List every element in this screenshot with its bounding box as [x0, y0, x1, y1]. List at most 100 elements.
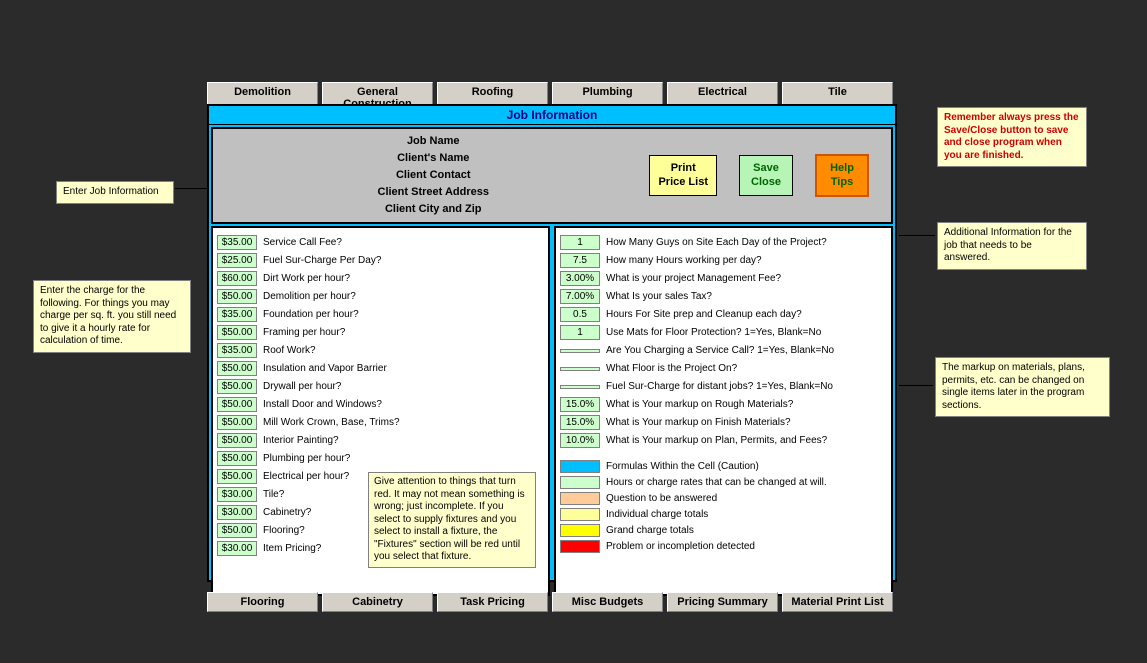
job-field-label: Job Name — [217, 133, 649, 150]
rate-row: $50.00 Install Door and Windows? — [217, 396, 544, 413]
legend-swatch — [560, 460, 600, 473]
question-value[interactable]: 7.5 — [560, 253, 600, 268]
question-label: What Is your sales Tax? — [606, 291, 712, 302]
rates-column: $35.00 Service Call Fee? $25.00 Fuel Sur-Ch… — [211, 226, 550, 596]
rate-value[interactable]: $50.00 — [217, 469, 257, 484]
rate-value[interactable]: $35.00 — [217, 235, 257, 250]
question-row: 1 Use Mats for Floor Protection? 1=Yes, B… — [560, 324, 887, 341]
rate-value[interactable]: $50.00 — [217, 397, 257, 412]
question-label: How many Hours working per day? — [606, 255, 762, 266]
rate-row: $25.00 Fuel Sur-Charge Per Day? — [217, 252, 544, 269]
rate-row: $35.00 Foundation per hour? — [217, 306, 544, 323]
question-label: What is your project Management Fee? — [606, 273, 781, 284]
rate-value[interactable]: $50.00 — [217, 361, 257, 376]
question-value[interactable]: 1 — [560, 325, 600, 340]
rate-value[interactable]: $30.00 — [217, 505, 257, 520]
question-value[interactable]: 10.0% — [560, 433, 600, 448]
legend-row: Problem or incompletion detected — [560, 539, 887, 554]
question-label: How Many Guys on Site Each Day of the Pr… — [606, 237, 827, 248]
question-row: 15.0%What is Your markup on Rough Materi… — [560, 396, 887, 413]
legend-label: Question to be answered — [606, 493, 717, 504]
legend-swatch — [560, 524, 600, 537]
rate-row: $50.00 Interior Painting? — [217, 432, 544, 449]
panel-title: Job Information — [209, 106, 895, 125]
job-field-label: Client Street Address — [217, 184, 649, 201]
rate-label: Dirt Work per hour? — [263, 273, 350, 284]
rate-label: Framing per hour? — [263, 327, 345, 338]
rate-row: $50.00Drywall per hour? — [217, 378, 544, 395]
question-row: 1 How Many Guys on Site Each Day of the P… — [560, 234, 887, 251]
question-value[interactable]: 0.5 — [560, 307, 600, 322]
rate-label: Plumbing per hour? — [263, 453, 350, 464]
question-row: 3.00% What is your project Management Fee… — [560, 270, 887, 287]
question-value[interactable]: 7.00% — [560, 289, 600, 304]
legend-row: Hours or charge rates that can be change… — [560, 475, 887, 490]
rate-label: Mill Work Crown, Base, Trims? — [263, 417, 400, 428]
rate-value[interactable]: $50.00 — [217, 451, 257, 466]
rate-value[interactable]: $50.00 — [217, 415, 257, 430]
legend-label: Problem or incompletion detected — [606, 541, 755, 552]
question-value[interactable]: 3.00% — [560, 271, 600, 286]
rate-row: $50.00Demolition per hour? — [217, 288, 544, 305]
rate-label: Tile? — [263, 489, 284, 500]
rate-label: Service Call Fee? — [263, 237, 342, 248]
rate-value[interactable]: $50.00 — [217, 523, 257, 538]
rate-value[interactable]: $50.00 — [217, 379, 257, 394]
question-label: Are You Charging a Service Call? 1=Yes, … — [606, 345, 834, 356]
job-field-labels: Job NameClient's NameClient ContactClien… — [217, 133, 649, 218]
question-row: What Floor is the Project On? — [560, 360, 887, 377]
rate-value[interactable]: $35.00 — [217, 343, 257, 358]
rate-value[interactable]: $50.00 — [217, 325, 257, 340]
job-field-label: Client Contact — [217, 167, 649, 184]
question-row: Are You Charging a Service Call? 1=Yes, … — [560, 342, 887, 359]
question-label: Use Mats for Floor Protection? 1=Yes, Bl… — [606, 327, 821, 338]
bottom-tab-0[interactable]: Flooring — [207, 592, 318, 612]
question-label: What is Your markup on Finish Materials? — [606, 417, 791, 428]
rate-label: Roof Work? — [263, 345, 316, 356]
question-value[interactable]: 15.0% — [560, 397, 600, 412]
questions-column: 1 How Many Guys on Site Each Day of the P… — [554, 226, 893, 596]
bottom-tab-1[interactable]: Cabinetry — [322, 592, 433, 612]
rate-row: $35.00 Roof Work? — [217, 342, 544, 359]
legend-row: Grand charge totals — [560, 523, 887, 538]
rate-value[interactable]: $30.00 — [217, 487, 257, 502]
question-value[interactable] — [560, 385, 600, 389]
rate-row: $50.00 Framing per hour? — [217, 324, 544, 341]
legend-row: Individual charge totals — [560, 507, 887, 522]
legend-swatch — [560, 540, 600, 553]
help-tips-button[interactable]: HelpTips — [815, 154, 869, 196]
question-label: Hours For Site prep and Cleanup each day… — [606, 309, 802, 320]
rate-label: Fuel Sur-Charge Per Day? — [263, 255, 381, 266]
question-value[interactable] — [560, 349, 600, 353]
bottom-tab-4[interactable]: Pricing Summary — [667, 592, 778, 612]
rate-value[interactable]: $35.00 — [217, 307, 257, 322]
question-value[interactable]: 1 — [560, 235, 600, 250]
rate-row: $50.00 Plumbing per hour? — [217, 450, 544, 467]
rate-label: Interior Painting? — [263, 435, 339, 446]
legend: Formulas Within the Cell (Caution) Hours … — [560, 459, 887, 554]
job-field-label: Client City and Zip — [217, 201, 649, 218]
rate-value[interactable]: $50.00 — [217, 289, 257, 304]
rate-label: Install Door and Windows? — [263, 399, 382, 410]
enter-job-note: Enter Job Information — [56, 181, 174, 204]
save-close-button[interactable]: SaveClose — [739, 155, 793, 195]
rate-row: $60.00 Dirt Work per hour? — [217, 270, 544, 287]
question-row: 10.0%What is Your markup on Plan, Permit… — [560, 432, 887, 449]
rate-value[interactable]: $50.00 — [217, 433, 257, 448]
attention-note: Give attention to things that turn red. … — [368, 472, 536, 568]
rate-value[interactable]: $25.00 — [217, 253, 257, 268]
legend-label: Formulas Within the Cell (Caution) — [606, 461, 759, 472]
rate-value[interactable]: $30.00 — [217, 541, 257, 556]
question-value[interactable]: 15.0% — [560, 415, 600, 430]
question-value[interactable] — [560, 367, 600, 371]
rate-label: Flooring? — [263, 525, 305, 536]
question-row: Fuel Sur-Charge for distant jobs? 1=Yes,… — [560, 378, 887, 395]
print-price-list-button[interactable]: PrintPrice List — [649, 155, 717, 195]
header-buttons: PrintPrice List SaveClose HelpTips — [649, 133, 887, 218]
additional-info-note: Additional Information for the job that … — [937, 222, 1087, 270]
rate-value[interactable]: $60.00 — [217, 271, 257, 286]
bottom-tab-2[interactable]: Task Pricing — [437, 592, 548, 612]
rate-label: Foundation per hour? — [263, 309, 359, 320]
bottom-tab-3[interactable]: Misc Budgets — [552, 592, 663, 612]
bottom-tab-5[interactable]: Material Print List — [782, 592, 893, 612]
